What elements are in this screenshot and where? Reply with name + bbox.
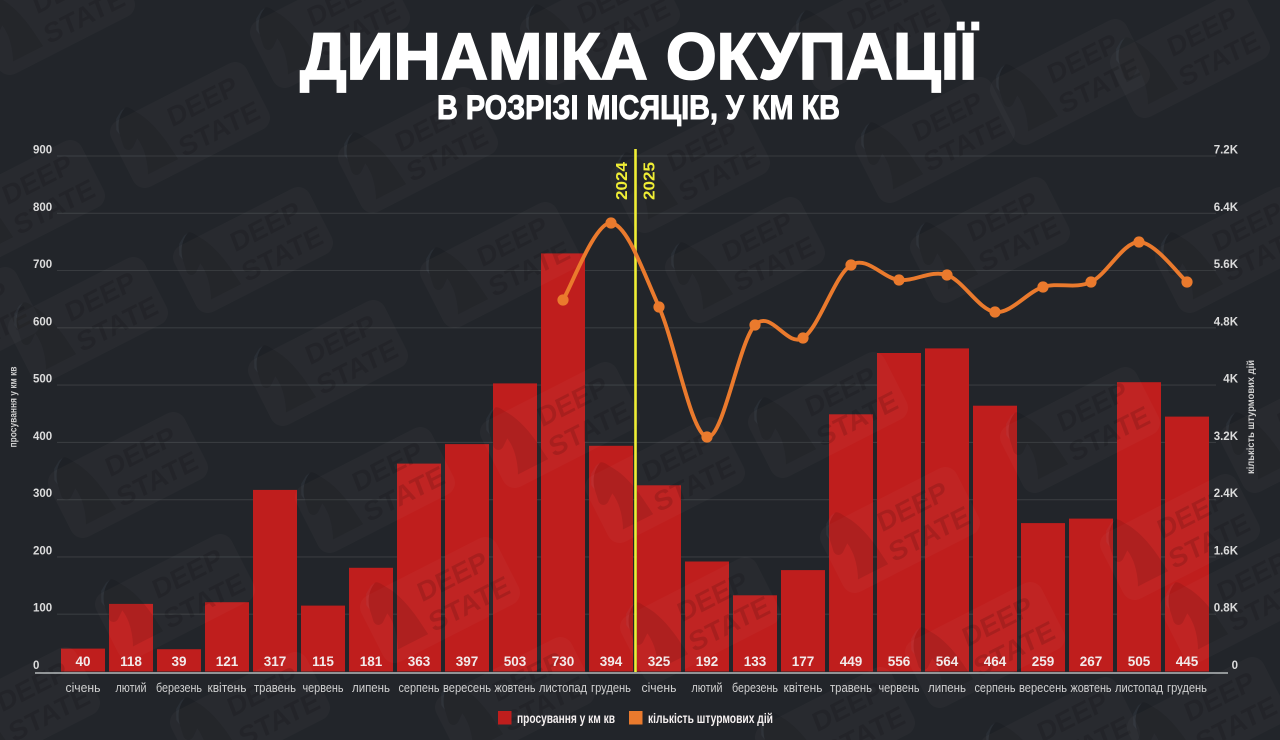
svg-text:2024: 2024 [614,162,631,200]
svg-text:118: 118 [120,654,142,669]
svg-text:121: 121 [216,654,239,669]
svg-text:564: 564 [936,654,959,669]
svg-text:жовтень: жовтень [495,680,536,695]
svg-text:500: 500 [33,374,52,386]
svg-text:505: 505 [1128,654,1151,669]
svg-text:200: 200 [33,545,52,557]
svg-text:556: 556 [888,654,911,669]
svg-text:липень: липень [928,680,966,695]
svg-text:0: 0 [1232,660,1238,672]
svg-text:900: 900 [33,145,52,157]
svg-text:400: 400 [33,431,52,443]
svg-text:грудень: грудень [1167,680,1207,695]
svg-text:березень: березень [156,680,202,695]
svg-text:квітень: квітень [784,680,823,695]
svg-text:115: 115 [312,654,334,669]
svg-text:вересень: вересень [1019,680,1067,695]
svg-text:0.8K: 0.8K [1214,603,1239,615]
svg-text:лютий: лютий [692,680,723,695]
svg-text:317: 317 [264,654,287,669]
svg-text:100: 100 [33,603,52,615]
svg-text:лютий: лютий [116,680,147,695]
svg-text:серпень: серпень [975,680,1016,695]
svg-text:червень: червень [879,680,920,695]
svg-text:грудень: грудень [591,680,631,695]
svg-text:300: 300 [33,488,52,500]
svg-text:397: 397 [456,654,479,669]
svg-text:січень: січень [642,680,677,695]
svg-text:жовтень: жовтень [1071,680,1112,695]
svg-text:6.4K: 6.4K [1214,202,1239,214]
svg-text:700: 700 [33,259,52,271]
svg-text:травень: травень [830,680,872,695]
svg-text:449: 449 [840,654,863,669]
svg-text:325: 325 [648,654,671,669]
svg-text:800: 800 [33,202,52,214]
svg-text:2.4K: 2.4K [1214,488,1239,500]
svg-text:просування у км кв: просування у км кв [517,711,615,726]
svg-text:730: 730 [552,654,575,669]
svg-text:445: 445 [1176,654,1199,669]
svg-text:600: 600 [33,316,52,328]
svg-text:259: 259 [1032,654,1055,669]
svg-text:кількість штурмових дій: кількість штурмових дій [648,711,773,726]
svg-text:192: 192 [696,654,719,669]
svg-text:5.6K: 5.6K [1214,259,1239,271]
svg-text:просування у км кв: просування у км кв [8,366,20,447]
svg-text:кількість штурмових дій: кількість штурмових дій [1245,360,1257,474]
svg-text:7.2K: 7.2K [1214,145,1239,157]
svg-text:травень: травень [254,680,296,695]
svg-text:квітень: квітень [208,680,247,695]
svg-text:червень: червень [303,680,344,695]
svg-text:листопад: листопад [539,680,587,695]
svg-text:39: 39 [171,654,186,669]
svg-text:ДИНАМІКА ОКУПАЦІЇ: ДИНАМІКА ОКУПАЦІЇ [300,19,979,93]
svg-text:3.2K: 3.2K [1214,431,1239,443]
svg-text:листопад: листопад [1115,680,1163,695]
svg-text:В РОЗРІЗІ МІСЯЦІВ, У КМ КВ: В РОЗРІЗІ МІСЯЦІВ, У КМ КВ [437,89,840,127]
svg-text:4K: 4K [1223,374,1238,386]
svg-text:267: 267 [1080,654,1103,669]
svg-text:133: 133 [744,654,767,669]
svg-text:вересень: вересень [443,680,491,695]
svg-text:березень: березень [732,680,778,695]
svg-text:177: 177 [792,654,815,669]
svg-text:4.8K: 4.8K [1214,316,1239,328]
svg-text:394: 394 [600,654,623,669]
svg-text:181: 181 [360,654,383,669]
svg-text:464: 464 [984,654,1007,669]
svg-text:січень: січень [66,680,101,695]
svg-text:1.6K: 1.6K [1214,545,1239,557]
svg-text:2025: 2025 [642,162,659,200]
svg-text:серпень: серпень [399,680,440,695]
svg-text:0: 0 [33,660,39,672]
svg-text:40: 40 [75,654,90,669]
svg-text:липень: липень [352,680,390,695]
svg-text:363: 363 [408,654,431,669]
svg-text:503: 503 [504,654,527,669]
